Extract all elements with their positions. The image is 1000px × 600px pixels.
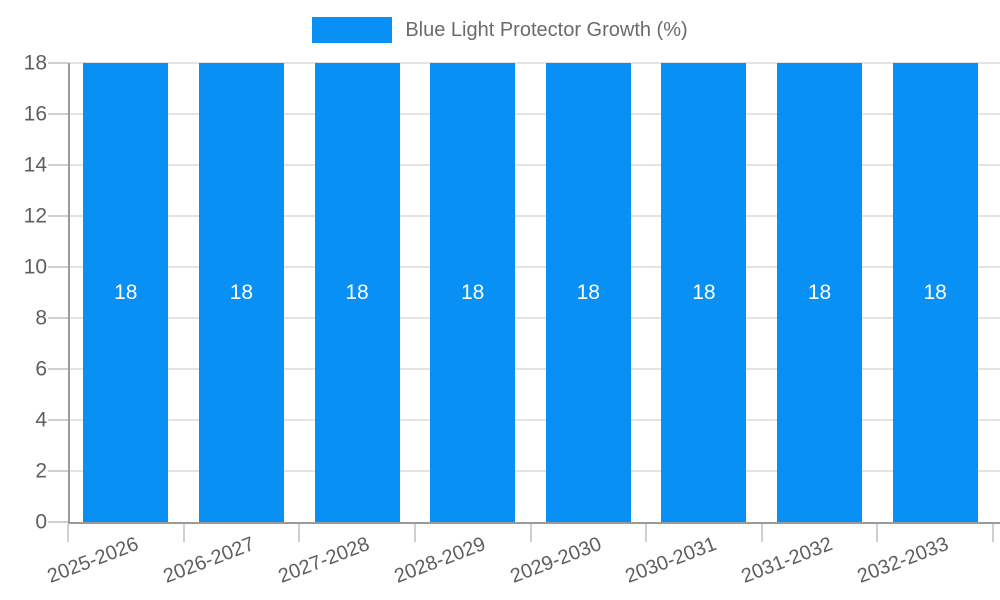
y-axis-tick (48, 266, 68, 268)
x-axis-tick (67, 524, 69, 542)
x-axis-tick-label: 2030-2031 (622, 533, 720, 588)
bar-value-label: 18 (345, 280, 369, 304)
bar[interactable]: 18 (545, 63, 631, 522)
bar[interactable]: 18 (430, 63, 516, 522)
bar-value-label: 18 (229, 280, 254, 304)
x-axis-tick-label: 2031-2032 (738, 533, 836, 588)
x-axis-tick-label: 2025-2026 (44, 533, 142, 588)
x-axis-tick (529, 524, 532, 542)
bar[interactable]: 18 (83, 63, 169, 522)
y-axis-tick-label: 2 (35, 459, 47, 483)
x-axis-tick (645, 524, 648, 542)
legend[interactable]: Blue Light Protector Growth (%) (0, 17, 1000, 43)
y-axis-tick-label: 16 (23, 102, 47, 126)
y-axis-tick (48, 215, 68, 217)
x-axis-tick (876, 524, 879, 542)
y-axis-tick-label: 0 (35, 510, 47, 534)
y-axis-tick (48, 470, 68, 472)
bar-value-label: 18 (461, 280, 485, 304)
bar-value-label: 18 (114, 280, 138, 304)
plot-area: 0 2 4 6 8 10 12 14 16 18 18 2025-2026 18 2026-2027 18 2… (24, 53, 1000, 588)
bar[interactable]: 18 (198, 63, 284, 522)
x-axis-tick (413, 524, 416, 542)
gridline (68, 215, 1000, 217)
bar-value-label: 18 (576, 280, 600, 304)
gridline (68, 266, 1000, 268)
y-axis-tick (48, 113, 68, 115)
y-axis-tick (48, 317, 68, 319)
legend-swatch-icon (312, 17, 393, 43)
bar[interactable]: 18 (892, 63, 978, 522)
y-axis-tick-label: 12 (23, 204, 47, 228)
y-axis-tick (48, 419, 68, 421)
bar-value-label: 18 (807, 280, 832, 304)
y-axis-tick (48, 164, 68, 166)
gridline (68, 317, 1000, 319)
gridline (68, 419, 1000, 421)
y-axis-tick-label: 14 (23, 153, 47, 177)
y-axis-tick-label: 6 (35, 357, 47, 381)
y-axis-tick (48, 521, 68, 523)
x-axis-line (68, 522, 1000, 524)
y-axis-tick-label: 8 (35, 306, 47, 330)
x-axis-tick-label: 2032-2033 (853, 533, 952, 588)
x-axis-tick (760, 524, 763, 542)
bar[interactable]: 18 (777, 63, 863, 522)
y-axis-line (68, 63, 70, 524)
x-axis-tick-label: 2026-2027 (160, 533, 258, 588)
gridline (68, 113, 1000, 115)
y-axis-tick (48, 368, 68, 370)
y-axis-tick (48, 62, 68, 64)
gridline (68, 368, 1000, 370)
y-axis-tick-label: 18 (23, 51, 47, 75)
bar-value-label: 18 (923, 280, 947, 304)
legend-label: Blue Light Protector Growth (%) (405, 18, 688, 41)
bar[interactable]: 18 (661, 63, 747, 522)
x-axis-tick-label: 2028-2029 (391, 533, 489, 588)
y-axis-tick-label: 4 (35, 408, 47, 432)
x-axis-tick-label: 2027-2028 (275, 533, 373, 588)
bar[interactable]: 18 (314, 63, 400, 522)
gridline (68, 62, 1000, 64)
gridline (68, 164, 1000, 166)
x-axis-tick (992, 524, 994, 542)
bar-value-label: 18 (692, 280, 716, 304)
x-axis-tick-label: 2029-2030 (507, 533, 605, 588)
gridline (68, 470, 1000, 472)
x-axis-tick (298, 524, 301, 542)
x-axis-tick (182, 524, 185, 542)
y-axis-tick-label: 10 (23, 255, 47, 279)
